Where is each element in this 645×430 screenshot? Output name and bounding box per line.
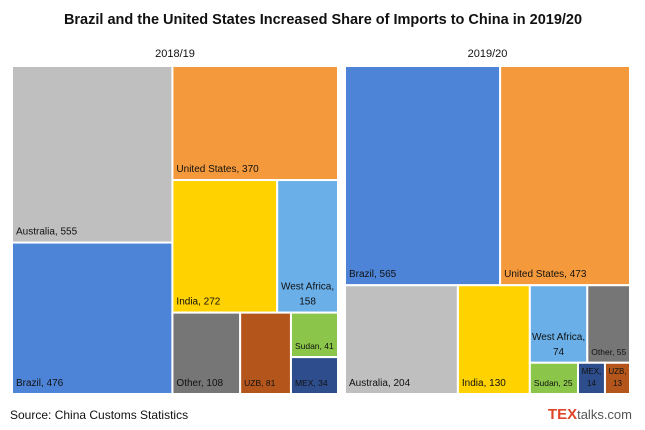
tile (276, 179, 339, 314)
tile-label: Sudan, 41 (295, 341, 334, 351)
source: Source: China Customs Statistics (10, 408, 188, 422)
tile (11, 241, 174, 395)
logo-rest: talks.com (577, 407, 632, 422)
tile-label: Brazil, 476 (16, 378, 64, 389)
tile-label: West Africa, 158 (281, 282, 334, 308)
tile (171, 179, 279, 314)
tile (528, 361, 579, 396)
tile-label: West Africa, 74 (532, 332, 585, 358)
panel-title: 2018/19 (155, 48, 195, 60)
label-line: 74 (553, 347, 565, 358)
panel-title: 2019/20 (468, 48, 508, 60)
tile (576, 361, 606, 396)
label-line: 158 (299, 297, 316, 308)
tile-label: MEX, 14 (582, 367, 602, 388)
tile (289, 356, 340, 396)
logo-mark: TEX (548, 406, 577, 423)
tile-label: Other, 55 (591, 347, 626, 357)
tile-label: Other, 108 (176, 378, 223, 389)
tile-label: Brazil, 565 (349, 269, 397, 280)
label-line: West Africa, (281, 282, 334, 293)
tile-label: Australia, 204 (349, 378, 411, 389)
tile-label: MEX, 34 (295, 378, 328, 388)
tile-label: United States, 370 (176, 164, 259, 175)
tile (528, 284, 589, 364)
tile-label: UZB, 81 (244, 378, 275, 388)
tile-label: United States, 473 (504, 269, 587, 280)
logo: TEXtalks.com (548, 406, 632, 423)
tile (171, 65, 339, 182)
tile-label: Australia, 555 (16, 227, 78, 238)
tile (603, 361, 632, 396)
tile (344, 284, 459, 396)
tile (11, 65, 174, 244)
tile-label: India, 272 (176, 297, 220, 308)
tile (344, 65, 502, 287)
tile (499, 65, 632, 287)
tile-label: Sudan, 25 (534, 378, 573, 388)
tile-label: India, 130 (462, 378, 506, 389)
label-line: UZB, (608, 367, 626, 376)
page-title: Brazil and the United States Increased S… (64, 12, 582, 28)
tile (586, 284, 631, 364)
label-line: 13 (613, 379, 622, 388)
label-line: 14 (587, 379, 596, 388)
label-line: West Africa, (532, 332, 585, 343)
label-line: MEX, (582, 367, 602, 376)
tile-label: UZB, 13 (608, 367, 626, 388)
tile (171, 311, 242, 396)
